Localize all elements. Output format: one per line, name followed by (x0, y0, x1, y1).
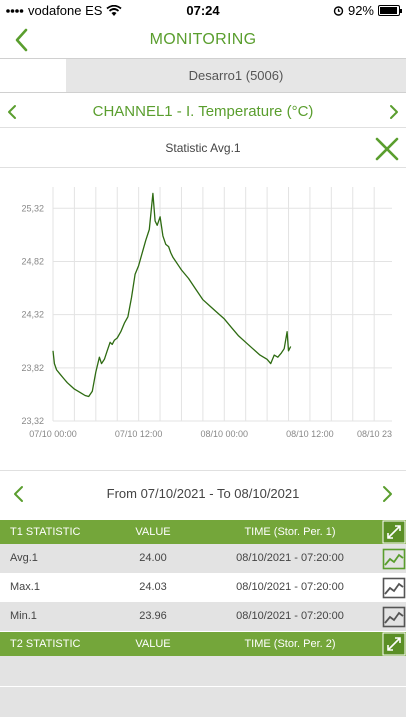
line-chart-icon[interactable] (382, 605, 406, 629)
stat-time: 08/10/2021 - 07:20:00 (236, 552, 344, 564)
device-tab-bar: Desarro1 (5006) (0, 58, 406, 93)
t2-header-statistic: T2 STATISTIC (10, 638, 81, 650)
next-period-icon[interactable] (380, 485, 394, 503)
temperature-chart: 25,32 24,82 24,32 23,82 23,32 07/10 00:00 07/1… (21, 187, 392, 439)
status-bar: vodafone ES 07:24 92% (0, 0, 406, 22)
stat-name: Avg.1 (10, 552, 38, 564)
stat-name: Min.1 (10, 610, 37, 622)
date-range-bar: From 07/10/2021 - To 08/10/2021 (0, 470, 406, 516)
stat-time: 08/10/2021 - 07:20:00 (236, 581, 344, 593)
close-icon[interactable] (374, 136, 400, 162)
t2-header-time: TIME (Stor. Per. 2) (244, 638, 336, 650)
stat-time: 08/10/2021 - 07:20:00 (236, 610, 344, 622)
page-title: MONITORING (149, 31, 257, 48)
battery-icon (378, 5, 402, 16)
table-row[interactable]: Avg.1 24.00 08/10/2021 - 07:20:00 (0, 544, 406, 573)
expand-icon[interactable] (382, 520, 406, 544)
back-chevron-icon[interactable] (10, 26, 34, 54)
t2-header-value: VALUE (135, 638, 171, 650)
table-row-empty (0, 656, 406, 686)
wifi-icon (106, 4, 123, 16)
battery-percent: 92% (347, 3, 374, 18)
next-channel-icon[interactable] (388, 104, 400, 120)
date-range-label: From 07/10/2021 - To 08/10/2021 (106, 486, 300, 501)
table-row[interactable]: Max.1 24.03 08/10/2021 - 07:20:00 (0, 573, 406, 602)
expand-icon[interactable] (382, 632, 406, 656)
device-tab-empty[interactable] (0, 59, 66, 92)
line-chart-icon[interactable] (382, 547, 406, 571)
y-tick-label: 24,32 (21, 310, 44, 320)
stat-value: 24.00 (139, 552, 167, 564)
t1-header-statistic: T1 STATISTIC (10, 526, 81, 538)
line-chart-icon[interactable] (382, 576, 406, 600)
y-tick-label: 24,82 (21, 256, 44, 266)
y-tick-label: 25,32 (21, 203, 44, 213)
table-row[interactable]: Min.1 23.96 08/10/2021 - 07:20:00 (0, 602, 406, 631)
series-line (52, 192, 292, 398)
carrier-label: vodafone ES (28, 3, 103, 18)
device-tab-label[interactable]: Desarro1 (5006) (188, 68, 284, 83)
x-tick-label: 08/10 23 (357, 429, 392, 439)
clock: 07:24 (186, 3, 220, 18)
signal-icon (6, 8, 24, 13)
x-tick-label: 07/10 12:00 (115, 429, 163, 439)
t1-table-header: T1 STATISTIC VALUE TIME (Stor. Per. 1) (0, 520, 406, 544)
x-tick-label: 08/10 12:00 (286, 429, 334, 439)
statistic-label: Statistic Avg.1 (165, 141, 241, 155)
table-divider (0, 686, 406, 687)
stat-value: 23.96 (139, 610, 167, 622)
stat-name: Max.1 (10, 581, 40, 593)
x-tick-label: 08/10 00:00 (201, 429, 249, 439)
x-tick-label: 07/10 00:00 (29, 429, 77, 439)
nav-bar: MONITORING (0, 22, 406, 58)
previous-channel-icon[interactable] (6, 104, 18, 120)
statistic-header: Statistic Avg.1 (0, 130, 406, 168)
t1-header-time: TIME (Stor. Per. 1) (244, 526, 336, 538)
stat-value: 24.03 (139, 581, 167, 593)
channel-selector: CHANNEL1 - I. Temperature (°C) (0, 96, 406, 128)
table-row-empty (0, 687, 406, 717)
alarm-icon (333, 6, 344, 16)
channel-label: CHANNEL1 - I. Temperature (°C) (92, 103, 314, 120)
t2-table-header: T2 STATISTIC VALUE TIME (Stor. Per. 2) (0, 632, 406, 656)
previous-period-icon[interactable] (12, 485, 26, 503)
y-tick-label: 23,32 (21, 416, 44, 426)
t1-header-value: VALUE (135, 526, 171, 538)
y-tick-label: 23,82 (21, 363, 44, 373)
